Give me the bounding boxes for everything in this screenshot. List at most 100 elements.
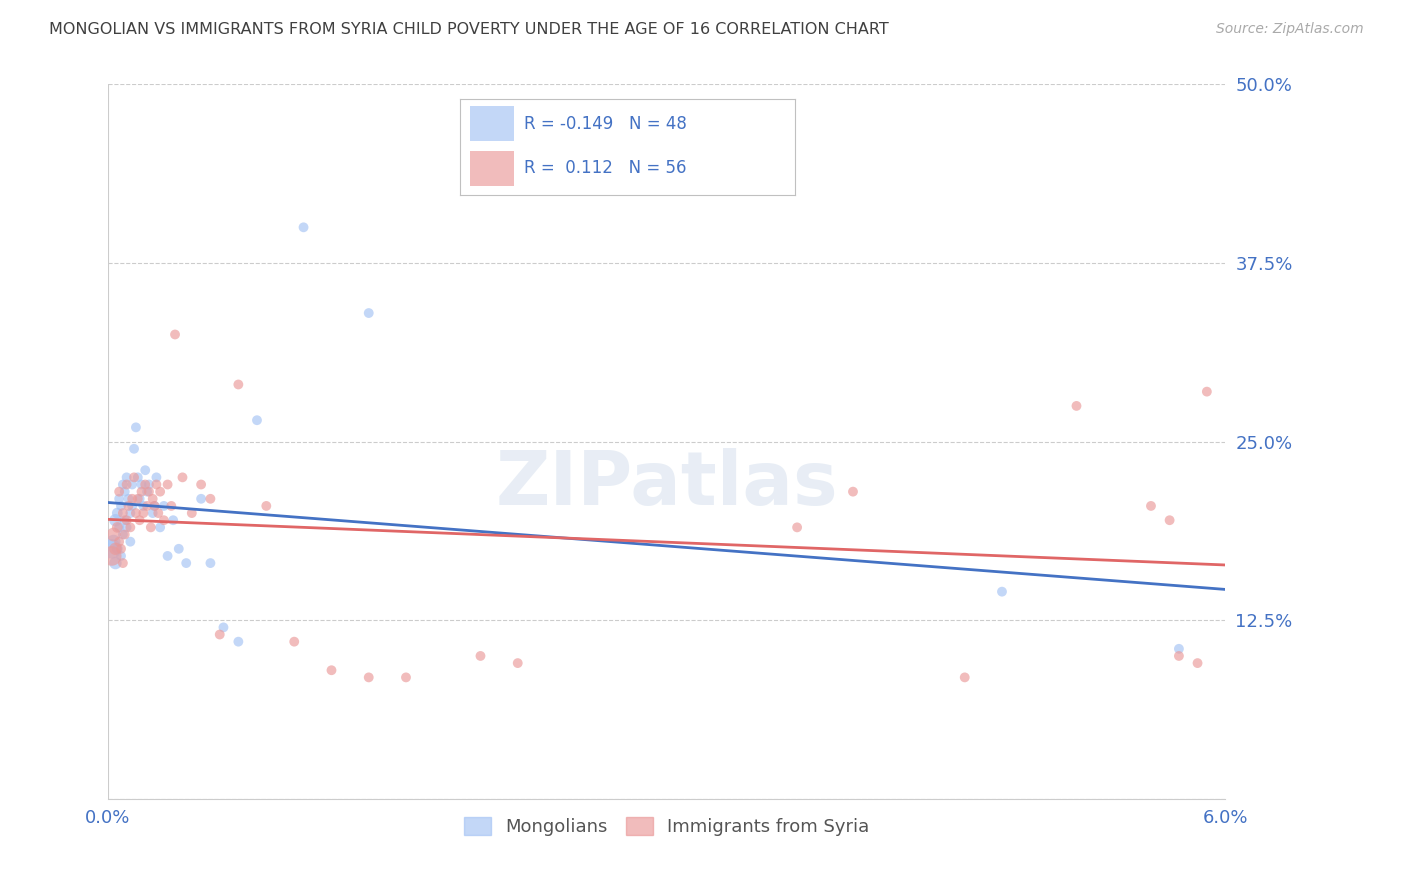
- Point: [114, 527, 136, 541]
- Point: [108, 484, 131, 499]
- Point: [991, 584, 1014, 599]
- Point: [120, 534, 142, 549]
- Point: [1066, 399, 1088, 413]
- Text: ZIPatlas: ZIPatlas: [495, 448, 838, 521]
- Point: [131, 484, 153, 499]
- Point: [842, 484, 865, 499]
- Point: [108, 520, 131, 534]
- Point: [143, 499, 166, 513]
- Point: [136, 499, 159, 513]
- Point: [114, 513, 136, 527]
- Point: [228, 634, 250, 648]
- Point: [121, 477, 143, 491]
- Point: [111, 506, 134, 520]
- Point: [395, 670, 418, 684]
- Point: [115, 470, 138, 484]
- Point: [357, 306, 380, 320]
- Point: [134, 463, 156, 477]
- Point: [506, 656, 529, 670]
- Point: [212, 620, 235, 634]
- Point: [145, 470, 167, 484]
- Point: [103, 534, 125, 549]
- Point: [145, 477, 167, 491]
- Point: [105, 506, 128, 520]
- Point: [1187, 656, 1209, 670]
- Point: [246, 413, 269, 427]
- Point: [180, 506, 202, 520]
- Point: [1195, 384, 1218, 399]
- Point: [138, 477, 160, 491]
- Point: [162, 513, 184, 527]
- Point: [149, 520, 172, 534]
- Point: [105, 541, 128, 556]
- Point: [122, 442, 145, 456]
- Point: [120, 506, 142, 520]
- Point: [283, 634, 305, 648]
- Point: [174, 556, 197, 570]
- Point: [105, 520, 128, 534]
- Point: [121, 499, 143, 513]
- Point: [470, 648, 492, 663]
- Text: Source: ZipAtlas.com: Source: ZipAtlas.com: [1216, 22, 1364, 37]
- Point: [228, 377, 250, 392]
- Point: [163, 327, 186, 342]
- Point: [357, 670, 380, 684]
- Point: [100, 549, 122, 563]
- Point: [172, 470, 194, 484]
- Point: [208, 627, 231, 641]
- Point: [142, 491, 165, 506]
- Point: [167, 541, 190, 556]
- Legend: Mongolians, Immigrants from Syria: Mongolians, Immigrants from Syria: [457, 810, 877, 844]
- Point: [104, 541, 127, 556]
- Point: [190, 491, 212, 506]
- Point: [125, 420, 148, 434]
- Point: [110, 499, 132, 513]
- Point: [149, 484, 172, 499]
- Point: [160, 499, 183, 513]
- Point: [254, 499, 277, 513]
- Point: [131, 477, 153, 491]
- Point: [103, 527, 125, 541]
- Point: [108, 491, 131, 506]
- Point: [128, 491, 150, 506]
- Point: [115, 520, 138, 534]
- Point: [121, 491, 143, 506]
- Point: [104, 513, 127, 527]
- Point: [143, 499, 166, 513]
- Point: [127, 470, 149, 484]
- Point: [139, 520, 162, 534]
- Point: [111, 477, 134, 491]
- Point: [111, 527, 134, 541]
- Point: [190, 477, 212, 491]
- Point: [136, 484, 159, 499]
- Point: [120, 520, 142, 534]
- Point: [110, 549, 132, 563]
- Point: [200, 556, 222, 570]
- Point: [1167, 648, 1189, 663]
- Point: [127, 491, 149, 506]
- Point: [153, 513, 176, 527]
- Point: [117, 499, 139, 513]
- Point: [110, 541, 132, 556]
- Point: [1167, 641, 1189, 656]
- Point: [115, 513, 138, 527]
- Point: [153, 499, 176, 513]
- Point: [104, 556, 127, 570]
- Point: [148, 506, 170, 520]
- Point: [111, 556, 134, 570]
- Point: [156, 477, 179, 491]
- Text: MONGOLIAN VS IMMIGRANTS FROM SYRIA CHILD POVERTY UNDER THE AGE OF 16 CORRELATION: MONGOLIAN VS IMMIGRANTS FROM SYRIA CHILD…: [49, 22, 889, 37]
- Point: [138, 484, 160, 499]
- Point: [128, 513, 150, 527]
- Point: [115, 477, 138, 491]
- Point: [1159, 513, 1181, 527]
- Point: [100, 541, 122, 556]
- Point: [117, 491, 139, 506]
- Point: [122, 470, 145, 484]
- Point: [156, 549, 179, 563]
- Point: [114, 484, 136, 499]
- Point: [142, 506, 165, 520]
- Point: [786, 520, 808, 534]
- Point: [292, 220, 315, 235]
- Point: [134, 477, 156, 491]
